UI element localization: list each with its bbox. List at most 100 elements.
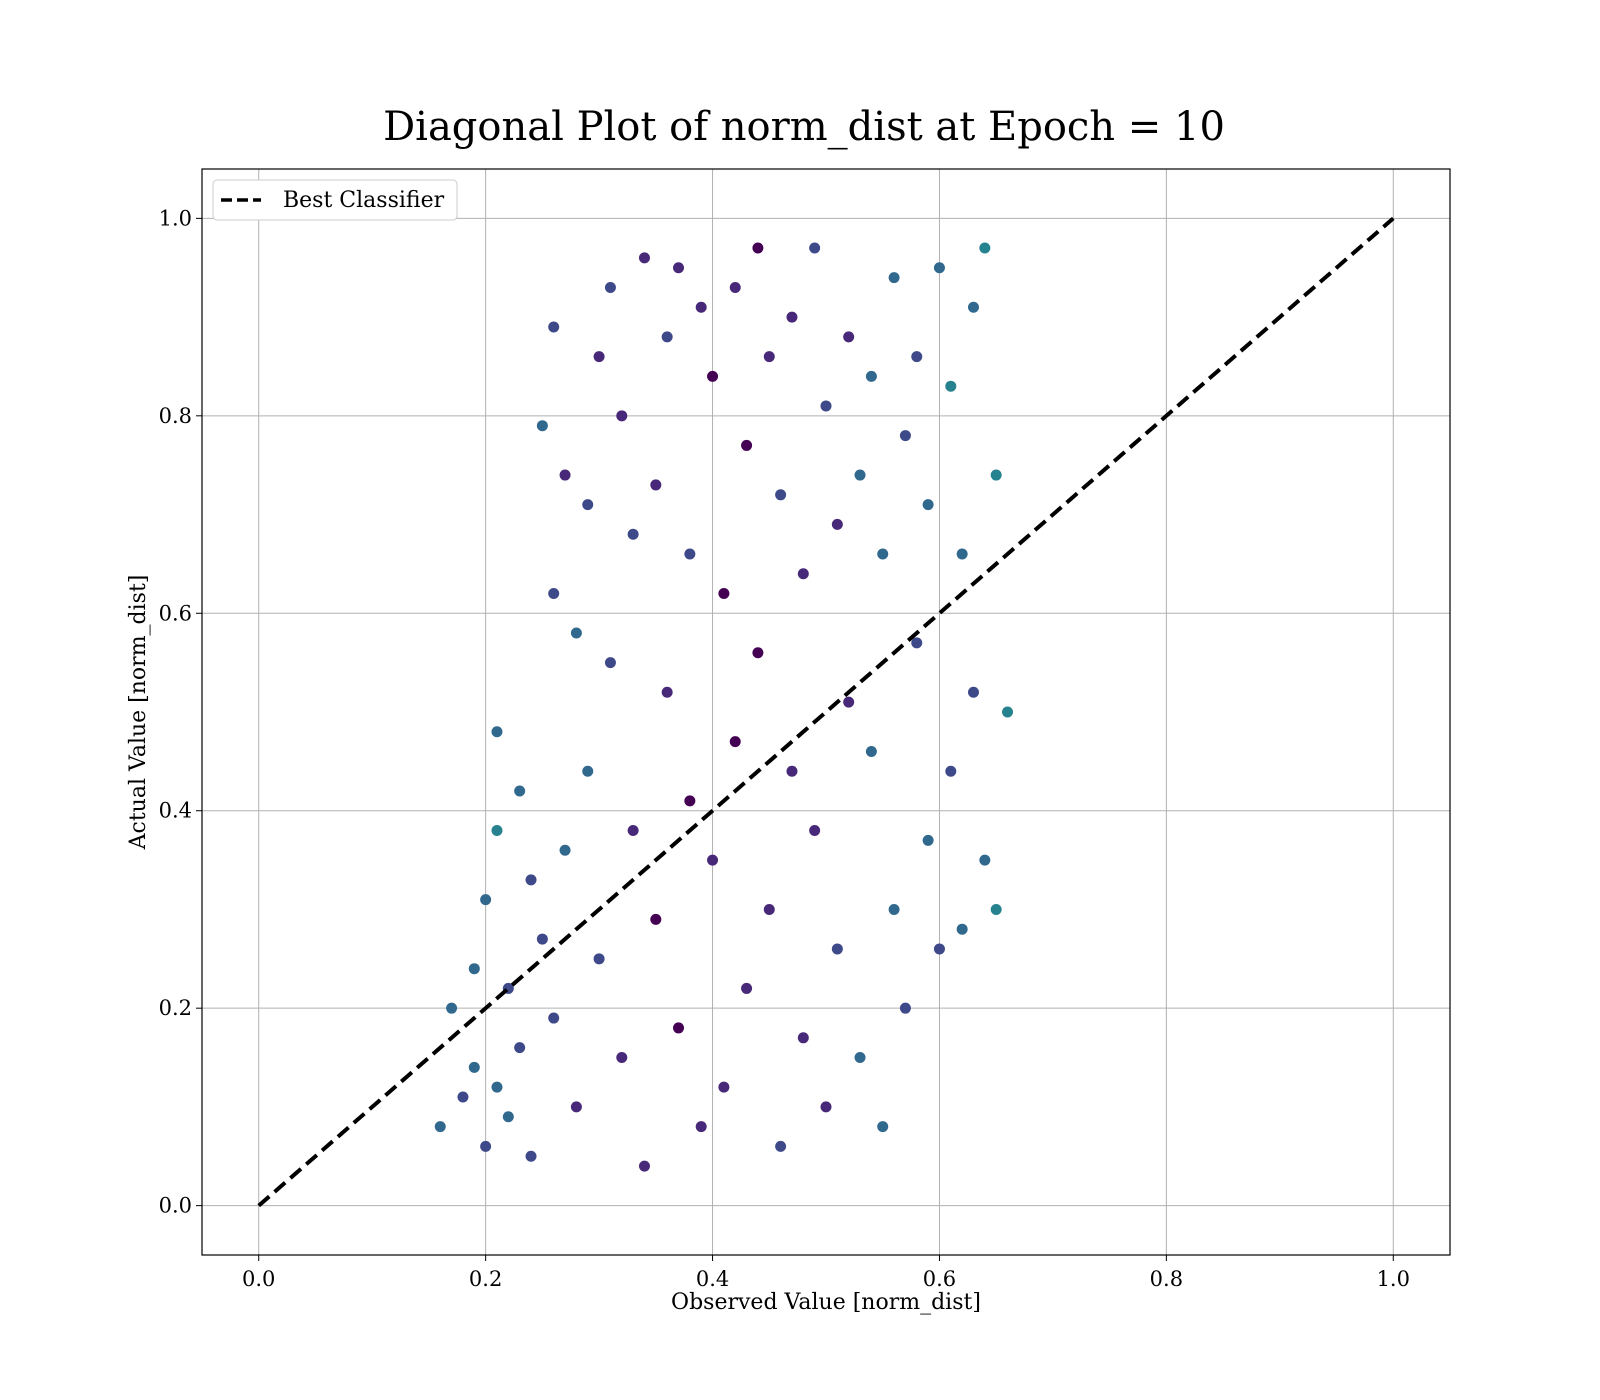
x-tick-label: 0.0 (242, 1267, 275, 1291)
scatter-point (877, 548, 889, 560)
scatter-point (775, 489, 787, 501)
y-tick-label: 1.0 (159, 206, 192, 230)
scatter-point (627, 824, 639, 836)
scatter-point (468, 963, 480, 975)
scatter-point (616, 1052, 628, 1064)
scatter-point (786, 765, 798, 777)
y-tick-label: 0.4 (159, 799, 192, 823)
x-axis-label: Observed Value [norm_dist] (671, 1290, 981, 1315)
scatter-point (831, 943, 843, 955)
scatter-point (684, 548, 696, 560)
scatter-point (865, 745, 877, 757)
scatter-point (797, 1032, 809, 1044)
scatter-point (775, 1140, 787, 1152)
scatter-point (638, 252, 650, 264)
scatter-point (593, 351, 605, 363)
y-tick-label: 0.0 (159, 1194, 192, 1218)
scatter-point (536, 933, 548, 945)
scatter-point (797, 568, 809, 580)
scatter-point (695, 301, 707, 313)
scatter-point (933, 943, 945, 955)
x-tick-label: 0.8 (1150, 1267, 1183, 1291)
scatter-point (820, 400, 832, 412)
scatter-point (707, 854, 719, 866)
scatter-point (809, 242, 821, 254)
scatter-point (480, 1140, 492, 1152)
scatter-point (922, 499, 934, 511)
x-tick-label: 0.6 (923, 1267, 956, 1291)
scatter-point (570, 1101, 582, 1113)
scatter-point (673, 1022, 685, 1034)
scatter-point (922, 834, 934, 846)
scatter-point (491, 824, 503, 836)
scatter-point (945, 765, 957, 777)
scatter-point (899, 430, 911, 442)
scatter-point (468, 1061, 480, 1073)
scatter-point (786, 311, 798, 323)
scatter-point (548, 588, 560, 600)
scatter-point (559, 469, 571, 481)
scatter-point (933, 262, 945, 274)
scatter-point (741, 982, 753, 994)
y-tick-label: 0.2 (159, 996, 192, 1020)
scatter-point (854, 469, 866, 481)
scatter-point (491, 726, 503, 738)
scatter-point (502, 1111, 514, 1123)
scatter-point (525, 874, 537, 886)
scatter-point (582, 765, 594, 777)
scatter-point (559, 844, 571, 856)
x-axis-ticks: 0.0 0.2 0.4 0.6 0.8 1.0 (242, 1255, 1410, 1291)
legend-label-best-classifier: Best Classifier (283, 188, 445, 213)
scatter-point (809, 824, 821, 836)
scatter-point (570, 627, 582, 639)
plot-frame (201, 168, 1451, 1256)
scatter-point (604, 657, 616, 669)
best-classifier-line-layer (257, 216, 1395, 1208)
legend-box (212, 179, 458, 221)
x-tick-label: 0.4 (696, 1267, 729, 1291)
scatter-point (480, 894, 492, 906)
scatter-point (661, 331, 673, 343)
scatter-point (593, 953, 605, 965)
scatter-point (673, 262, 685, 274)
scatter-point (911, 351, 923, 363)
y-tick-label: 0.6 (159, 601, 192, 625)
scatter-points (434, 242, 1014, 1172)
scatter-point (741, 439, 753, 451)
scatter-point (604, 281, 616, 293)
chart-title: Diagonal Plot of norm_dist at Epoch = 10 (383, 104, 1225, 150)
scatter-point (1002, 706, 1014, 718)
scatter-point (638, 1160, 650, 1172)
scatter-point (763, 903, 775, 915)
scatter-point (627, 528, 639, 540)
scatter-point (820, 1101, 832, 1113)
scatter-point (536, 420, 548, 432)
scatter-point (865, 370, 877, 382)
scatter-point (718, 1081, 730, 1093)
scatter-point (718, 588, 730, 600)
y-axis-ticks: 0.0 0.2 0.4 0.6 0.8 1.0 (159, 206, 202, 1218)
scatter-point (763, 351, 775, 363)
scatter-point (582, 499, 594, 511)
scatter-point (695, 1121, 707, 1133)
scatter-point (956, 923, 968, 935)
scatter-point (514, 1042, 526, 1054)
scatter-point (843, 331, 855, 343)
scatter-point (661, 686, 673, 698)
scatter-point (752, 647, 764, 659)
scatter-point (434, 1121, 446, 1133)
scatter-point (888, 903, 900, 915)
scatter-point (514, 785, 526, 797)
scatter-point (990, 469, 1002, 481)
scatter-point (729, 736, 741, 748)
scatter-point (548, 1012, 560, 1024)
scatter-point (650, 913, 662, 925)
scatter-point (446, 1002, 458, 1014)
y-tick-label: 0.8 (159, 404, 192, 428)
scatter-point (979, 854, 991, 866)
scatter-point (831, 518, 843, 530)
scatter-point (548, 321, 560, 333)
legend: Best Classifier (212, 179, 458, 221)
scatter-point (911, 637, 923, 649)
